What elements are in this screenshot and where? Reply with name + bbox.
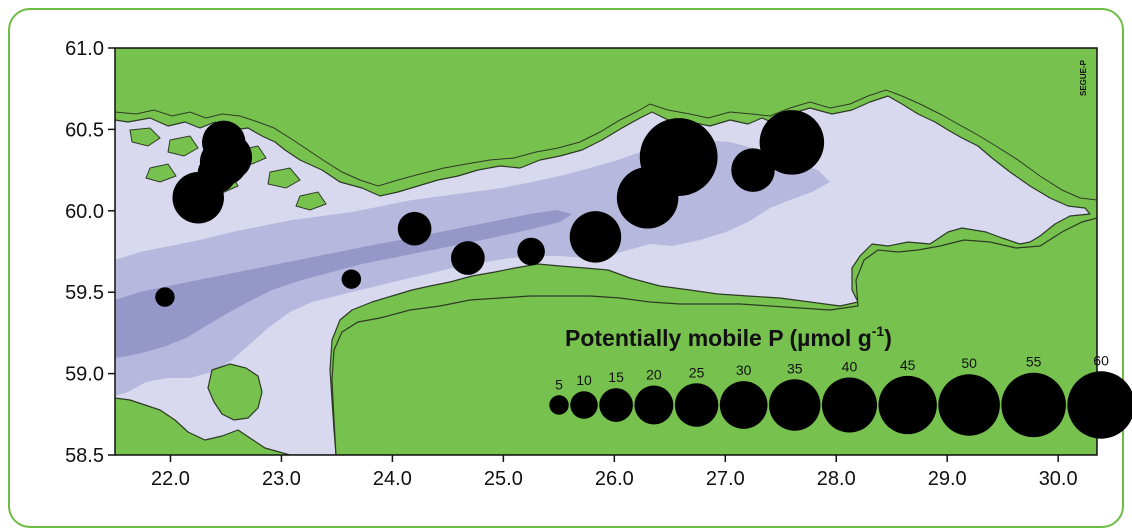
legend-circle xyxy=(634,385,674,425)
size-legend-title: Potentially mobile P (µmol g-1) xyxy=(565,323,892,351)
station-marker xyxy=(731,148,775,192)
legend-circle xyxy=(878,375,937,435)
island-saaremaa xyxy=(207,363,263,421)
legend-title-end: ) xyxy=(884,325,892,351)
map-figure: 58.5 59.0 59.5 60.0 60.5 61.0 22.0 23.0 24.0 25.… xyxy=(65,38,1132,490)
legend-value-label: 25 xyxy=(689,364,705,380)
x-tick-label: 27.0 xyxy=(706,468,745,490)
station-marker xyxy=(155,287,175,307)
legend-circle xyxy=(768,379,821,431)
x-tick-label: 23.0 xyxy=(262,468,301,490)
map-tag: SEGUE-P xyxy=(1079,59,1088,96)
legend-value-label: 20 xyxy=(646,367,662,383)
finnish-coast xyxy=(115,48,1097,201)
legend-value-label: 30 xyxy=(736,362,752,378)
x-axis-ticks: 22.0 23.0 24.0 25.0 26.0 27.0 28.0 29.0 30.0 xyxy=(151,455,1078,490)
station-marker xyxy=(341,269,362,289)
legend-value-label: 10 xyxy=(576,372,592,388)
station-markers xyxy=(155,110,825,307)
station-marker xyxy=(569,211,622,263)
x-tick-label: 24.0 xyxy=(373,468,412,490)
station-marker xyxy=(759,110,825,175)
legend-value-label: 40 xyxy=(842,358,858,374)
station-marker xyxy=(639,118,718,196)
size-legend: 5101520253035404550556065707580 xyxy=(549,352,1132,439)
legend-circle xyxy=(549,395,569,415)
y-tick-label: 61.0 xyxy=(65,38,104,60)
station-marker xyxy=(201,120,246,165)
y-tick-label: 60.0 xyxy=(65,201,104,223)
legend-title-sup: -1 xyxy=(872,323,885,339)
station-marker xyxy=(451,241,485,275)
y-tick-label: 59.5 xyxy=(65,282,104,304)
sea-deep-area xyxy=(115,210,572,358)
x-tick-label: 25.0 xyxy=(484,468,523,490)
legend-circle xyxy=(821,377,877,433)
x-tick-label: 22.0 xyxy=(151,468,190,490)
plot-border xyxy=(114,47,1098,456)
legend-circle xyxy=(674,383,719,427)
station-marker xyxy=(397,211,432,246)
y-tick-label: 60.5 xyxy=(65,119,104,141)
legend-value-label: 55 xyxy=(1026,354,1042,370)
legend-title-main: Potentially mobile P (µmol g xyxy=(565,325,872,351)
y-tick-label: 59.0 xyxy=(65,364,104,386)
x-tick-label: 30.0 xyxy=(1039,468,1078,490)
legend-value-label: 15 xyxy=(608,369,624,385)
legend-value-label: 35 xyxy=(787,360,803,376)
legend-circle xyxy=(1001,372,1066,438)
y-tick-label: 58.5 xyxy=(65,445,104,467)
x-tick-label: 26.0 xyxy=(595,468,634,490)
station-marker xyxy=(517,237,545,266)
legend-value-label: 45 xyxy=(900,357,916,373)
legend-circle xyxy=(599,388,633,422)
legend-value-label: 5 xyxy=(555,376,563,392)
y-axis-ticks: 58.5 59.0 59.5 60.0 60.5 61.0 xyxy=(65,38,115,467)
legend-circle xyxy=(938,374,1000,436)
legend-circle xyxy=(570,391,598,419)
legend-circle xyxy=(719,381,768,429)
sea-shallow-area xyxy=(115,95,1091,455)
x-tick-label: 28.0 xyxy=(817,468,856,490)
archipelago-islands xyxy=(129,127,327,211)
legend-value-label: 50 xyxy=(961,355,977,371)
legend-circle xyxy=(1067,371,1132,439)
x-tick-label: 29.0 xyxy=(928,468,967,490)
legend-value-label: 60 xyxy=(1093,352,1109,368)
